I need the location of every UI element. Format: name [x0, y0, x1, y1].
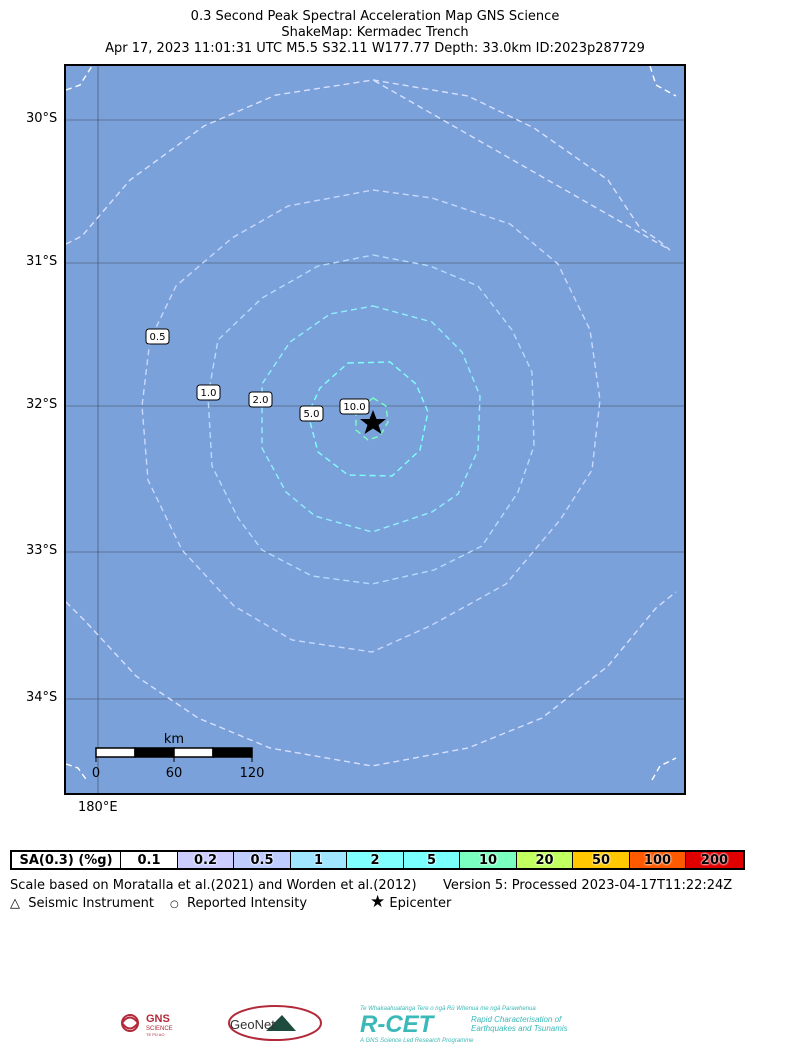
lat-label-33s: 33°S	[26, 543, 58, 558]
lon-label-180e: 180°E	[78, 800, 118, 815]
contour-02	[372, 79, 671, 251]
contour-label-1: 1.0	[201, 388, 217, 399]
svg-text:A GNS Science Led Research Pro: A GNS Science Led Research Programme	[359, 1038, 474, 1044]
contour-label-box-10	[339, 398, 370, 415]
lat-label-34s: 34°S	[26, 690, 58, 705]
legend-title: SA(0.3) (%g)	[12, 852, 121, 868]
scale-note: Scale based on Moratalla et al.(2021) an…	[10, 878, 417, 893]
svg-text:Rapid Characterisation of: Rapid Characterisation of	[471, 1015, 562, 1024]
contour-02-bottom	[65, 591, 677, 767]
key-instrument: △ Seismic Instrument	[10, 896, 154, 911]
legend-bin: 5	[404, 852, 460, 868]
key-epicenter: ★ Epicenter	[370, 892, 452, 912]
contour-10	[355, 397, 389, 441]
scalebar-tick-0: 0	[92, 766, 100, 781]
legend-bin: 100	[630, 852, 686, 868]
key-intensity: ○ Reported Intensity	[170, 896, 308, 911]
legend-bin: 2	[347, 852, 404, 868]
legend-bin: 200	[686, 852, 743, 868]
map-subtitle: ShakeMap: Kermadec Trench	[281, 25, 469, 40]
legend-bin: 0.1	[121, 852, 178, 868]
scalebar-tick-60: 60	[166, 766, 183, 781]
svg-text:R-CET: R-CET	[360, 1011, 436, 1038]
contour-label-2: 2.0	[253, 395, 269, 406]
geonet-logo: GeoNet	[228, 1005, 322, 1041]
epicenter-star-icon[interactable]	[360, 410, 386, 434]
svg-text:Te Whakaahuatanga Tere o ngā R: Te Whakaahuatanga Tere o ngā Rū Whenua m…	[360, 1006, 536, 1012]
contour-01-bl	[65, 763, 89, 783]
contour-01-tr	[649, 65, 677, 97]
gns-logo: GNS SCIENCE TE PŪ AO	[121, 1013, 173, 1037]
scalebar-unit: km	[164, 732, 184, 747]
version-info: Version 5: Processed 2023-04-17T11:22:24…	[443, 878, 733, 893]
lat-label-31s: 31°S	[26, 254, 58, 269]
map-title: 0.3 Second Peak Spectral Acceleration Ma…	[190, 9, 560, 24]
intensity-legend: SA(0.3) (%g) 0.1 0.2 0.5 1 2 5 10 20 50 …	[10, 850, 745, 870]
contour-label-box-1	[196, 384, 221, 401]
contour-02-left	[65, 79, 374, 245]
svg-text:Earthquakes and Tsunamis: Earthquakes and Tsunamis	[471, 1024, 568, 1033]
scalebar-tick-120: 120	[240, 766, 265, 781]
svg-text:GeoNet: GeoNet	[230, 1017, 275, 1032]
legend-bin: 50	[573, 852, 630, 868]
contour-label-05: 0.5	[150, 332, 166, 343]
contour-label-box-05	[145, 328, 170, 345]
svg-text:SCIENCE: SCIENCE	[146, 1026, 173, 1032]
event-info: Apr 17, 2023 11:01:31 UTC M5.5 S32.11 W1…	[105, 41, 645, 56]
triangle-icon: △	[10, 896, 20, 911]
contour-label-box-5	[299, 405, 324, 422]
lat-label-30s: 30°S	[26, 111, 58, 126]
legend-bin: 0.5	[234, 852, 291, 868]
contour-05	[141, 189, 601, 653]
circle-icon: ○	[170, 899, 179, 910]
rcet-logo: Te Whakaahuatanga Tere o ngā Rū Whenua m…	[359, 1006, 568, 1044]
legend-bin: 1	[291, 852, 347, 868]
lat-label-32s: 32°S	[26, 397, 58, 412]
svg-text:TE PŪ AO: TE PŪ AO	[146, 1032, 164, 1037]
scale-bar: km 0 60 120	[92, 732, 265, 781]
contour-label-10: 10.0	[343, 402, 365, 413]
contour-1	[207, 254, 535, 585]
contour-01-br	[651, 757, 677, 781]
shake-map[interactable]: 0.5 1.0 2.0 5.0 10.0 km 0 60 120	[0, 0, 800, 830]
contour-label-box-2	[248, 391, 273, 408]
contour-2	[261, 305, 481, 533]
contour-5	[307, 361, 429, 477]
contour-lines	[65, 65, 677, 783]
map-frame	[64, 64, 686, 795]
legend-bin: 20	[517, 852, 573, 868]
contour-labels: 0.5 1.0 2.0 5.0 10.0	[145, 328, 370, 422]
svg-text:GNS: GNS	[146, 1013, 170, 1025]
contour-01-tl	[65, 65, 93, 91]
star-icon: ★	[370, 892, 386, 912]
legend-bin: 0.2	[178, 852, 234, 868]
contour-label-5: 5.0	[304, 409, 320, 420]
graticule	[65, 65, 685, 794]
legend-bin: 10	[460, 852, 517, 868]
